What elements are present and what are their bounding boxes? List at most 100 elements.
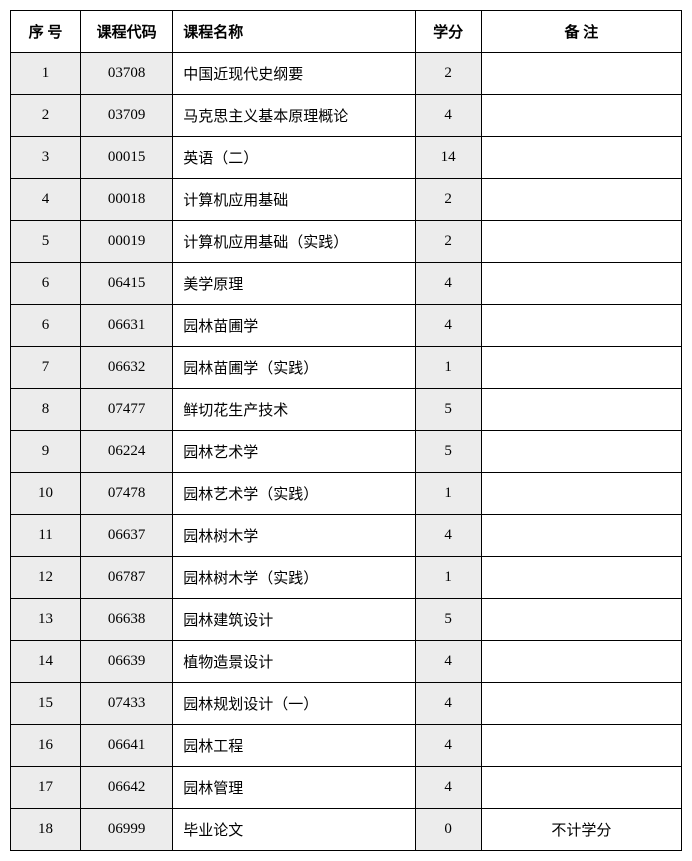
cell-code: 06631 — [81, 305, 173, 347]
cell-code: 03708 — [81, 53, 173, 95]
cell-note — [481, 263, 681, 305]
cell-credit: 0 — [415, 809, 481, 851]
cell-seq: 15 — [11, 683, 81, 725]
cell-credit: 14 — [415, 137, 481, 179]
cell-seq: 8 — [11, 389, 81, 431]
table-body: 103708中国近现代史纲要2203709马克思主义基本原理概论4300015英… — [11, 53, 682, 851]
cell-note: 不计学分 — [481, 809, 681, 851]
cell-credit: 4 — [415, 683, 481, 725]
table-row: 1106637园林树木学4 — [11, 515, 682, 557]
cell-code: 00018 — [81, 179, 173, 221]
cell-credit: 2 — [415, 53, 481, 95]
header-seq: 序 号 — [11, 11, 81, 53]
cell-name: 园林艺术学（实践） — [173, 473, 415, 515]
cell-note — [481, 599, 681, 641]
cell-seq: 13 — [11, 599, 81, 641]
cell-credit: 1 — [415, 557, 481, 599]
cell-code: 06637 — [81, 515, 173, 557]
cell-name: 园林艺术学 — [173, 431, 415, 473]
table-row: 300015英语（二）14 — [11, 137, 682, 179]
cell-code: 07477 — [81, 389, 173, 431]
cell-code: 06415 — [81, 263, 173, 305]
cell-code: 06638 — [81, 599, 173, 641]
cell-seq: 1 — [11, 53, 81, 95]
cell-seq: 14 — [11, 641, 81, 683]
cell-note — [481, 515, 681, 557]
table-row: 1706642园林管理4 — [11, 767, 682, 809]
cell-code: 06999 — [81, 809, 173, 851]
cell-credit: 2 — [415, 221, 481, 263]
cell-seq: 16 — [11, 725, 81, 767]
cell-seq: 10 — [11, 473, 81, 515]
cell-name: 英语（二） — [173, 137, 415, 179]
table-row: 807477鲜切花生产技术5 — [11, 389, 682, 431]
table-row: 1206787园林树木学（实践）1 — [11, 557, 682, 599]
cell-credit: 5 — [415, 599, 481, 641]
cell-seq: 12 — [11, 557, 81, 599]
table-row: 1507433园林规划设计（一）4 — [11, 683, 682, 725]
cell-code: 07478 — [81, 473, 173, 515]
cell-credit: 4 — [415, 515, 481, 557]
cell-seq: 4 — [11, 179, 81, 221]
cell-credit: 5 — [415, 389, 481, 431]
cell-credit: 1 — [415, 473, 481, 515]
cell-note — [481, 179, 681, 221]
cell-credit: 5 — [415, 431, 481, 473]
table-row: 606415美学原理4 — [11, 263, 682, 305]
table-row: 1007478园林艺术学（实践）1 — [11, 473, 682, 515]
cell-name: 园林树木学 — [173, 515, 415, 557]
cell-seq: 9 — [11, 431, 81, 473]
table-row: 606631园林苗圃学4 — [11, 305, 682, 347]
cell-seq: 11 — [11, 515, 81, 557]
cell-note — [481, 725, 681, 767]
table-row: 1406639植物造景设计4 — [11, 641, 682, 683]
cell-credit: 1 — [415, 347, 481, 389]
header-credit: 学分 — [415, 11, 481, 53]
cell-name: 鲜切花生产技术 — [173, 389, 415, 431]
cell-note — [481, 221, 681, 263]
table-row: 500019计算机应用基础（实践）2 — [11, 221, 682, 263]
cell-name: 园林苗圃学 — [173, 305, 415, 347]
cell-credit: 4 — [415, 305, 481, 347]
cell-code: 06641 — [81, 725, 173, 767]
course-table: 序 号课程代码课程名称学分备 注 103708中国近现代史纲要2203709马克… — [10, 10, 682, 851]
table-row: 203709马克思主义基本原理概论4 — [11, 95, 682, 137]
cell-seq: 3 — [11, 137, 81, 179]
table-row: 103708中国近现代史纲要2 — [11, 53, 682, 95]
cell-name: 植物造景设计 — [173, 641, 415, 683]
cell-note — [481, 305, 681, 347]
cell-credit: 4 — [415, 767, 481, 809]
header-name: 课程名称 — [173, 11, 415, 53]
cell-name: 园林工程 — [173, 725, 415, 767]
table-row: 906224园林艺术学5 — [11, 431, 682, 473]
table-row: 1306638园林建筑设计5 — [11, 599, 682, 641]
table-row: 1806999毕业论文0不计学分 — [11, 809, 682, 851]
cell-seq: 18 — [11, 809, 81, 851]
cell-note — [481, 683, 681, 725]
cell-credit: 4 — [415, 95, 481, 137]
cell-name: 园林树木学（实践） — [173, 557, 415, 599]
cell-code: 06639 — [81, 641, 173, 683]
cell-seq: 6 — [11, 305, 81, 347]
table-row: 706632园林苗圃学（实践）1 — [11, 347, 682, 389]
cell-credit: 4 — [415, 641, 481, 683]
cell-seq: 5 — [11, 221, 81, 263]
cell-code: 06224 — [81, 431, 173, 473]
cell-note — [481, 431, 681, 473]
cell-code: 06787 — [81, 557, 173, 599]
cell-note — [481, 53, 681, 95]
cell-name: 毕业论文 — [173, 809, 415, 851]
cell-name: 美学原理 — [173, 263, 415, 305]
cell-name: 中国近现代史纲要 — [173, 53, 415, 95]
cell-note — [481, 641, 681, 683]
cell-name: 计算机应用基础 — [173, 179, 415, 221]
cell-name: 马克思主义基本原理概论 — [173, 95, 415, 137]
cell-note — [481, 557, 681, 599]
cell-code: 00015 — [81, 137, 173, 179]
cell-code: 03709 — [81, 95, 173, 137]
cell-note — [481, 95, 681, 137]
cell-note — [481, 389, 681, 431]
cell-seq: 2 — [11, 95, 81, 137]
cell-name: 园林规划设计（一） — [173, 683, 415, 725]
cell-note — [481, 137, 681, 179]
